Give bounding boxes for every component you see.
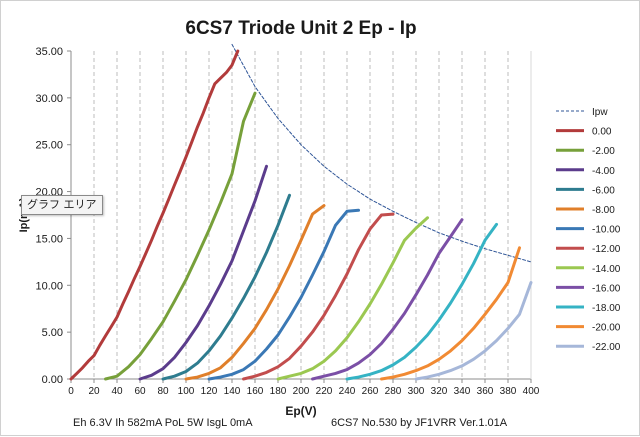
x-tick-label: 280 <box>385 386 402 397</box>
y-tick-label: 5.00 <box>42 327 63 339</box>
y-tick-label: 0.00 <box>42 374 63 386</box>
x-tick-label: 360 <box>477 386 494 397</box>
chart-title: 6CS7 Triode Unit 2 Ep - Ip <box>185 18 416 39</box>
legend-label: -16.00 <box>592 283 621 294</box>
series-line <box>69 49 240 381</box>
legend-label: -20.00 <box>592 323 621 334</box>
legend-label: -12.00 <box>592 244 621 255</box>
x-tick-label: 80 <box>157 386 169 397</box>
legend-label: -10.00 <box>592 225 621 236</box>
x-tick-labels: 0 20 40 60 80 100 120 140 160 180 200 220 240 260 280 3… <box>68 379 540 397</box>
legend-label: -14.00 <box>592 264 621 275</box>
legend-label: -6.00 <box>592 185 615 196</box>
y-tick-label: 10.00 <box>35 280 63 292</box>
x-tick-label: 180 <box>270 386 287 397</box>
x-tick-label: 100 <box>178 386 195 397</box>
legend-label: -8.00 <box>592 205 615 216</box>
x-tick-label: 300 <box>408 386 425 397</box>
footer-heater-info: Eh 6.3V Ih 582mA PoL 5W IsgL 0mA <box>73 417 253 429</box>
y-tick-label: 30.00 <box>35 93 63 105</box>
y-tick-label: 35.00 <box>35 46 63 58</box>
x-tick-label: 380 <box>500 386 517 397</box>
series-lines <box>69 43 533 381</box>
y-tick-label: 25.00 <box>35 140 63 152</box>
x-tick-label: 240 <box>339 386 356 397</box>
series-line <box>311 218 464 381</box>
series-line <box>161 193 291 381</box>
footer-credit: 6CS7 No.530 by JF1VRR Ver.1.01A <box>331 417 508 429</box>
x-tick-label: 400 <box>523 386 540 397</box>
series-line <box>184 204 326 381</box>
x-axis-label: Ep(V) <box>285 404 316 418</box>
x-tick-label: 260 <box>362 386 379 397</box>
x-tick-label: 160 <box>247 386 264 397</box>
x-tick-label: 340 <box>454 386 471 397</box>
x-tick-label: 220 <box>316 386 333 397</box>
series-line <box>380 246 521 381</box>
series-line <box>242 212 395 381</box>
x-tick-label: 0 <box>68 386 74 397</box>
legend-label: -4.00 <box>592 166 615 177</box>
x-tick-label: 200 <box>293 386 310 397</box>
x-tick-label: 140 <box>224 386 241 397</box>
series-line <box>414 281 533 381</box>
legend: Ipw 0.00 -2.00 -4.00 -6.00 -8.00 -10.00 -12.00 -… <box>556 107 621 353</box>
y-tick-label: 15.00 <box>35 233 63 245</box>
series-line <box>207 208 360 381</box>
legend-label: Ipw <box>592 107 608 118</box>
series-line <box>276 216 429 381</box>
series-line <box>138 164 268 381</box>
legend-label: 0.00 <box>592 127 612 138</box>
x-tick-label: 120 <box>201 386 218 397</box>
x-tick-label: 40 <box>111 386 123 397</box>
legend-label: -2.00 <box>592 146 615 157</box>
series-line <box>345 222 498 381</box>
tooltip-chart-area: グラフ エリア <box>21 195 103 215</box>
legend-label: -22.00 <box>592 342 621 353</box>
series-line <box>104 91 257 381</box>
x-tick-label: 60 <box>134 386 146 397</box>
x-tick-label: 20 <box>88 386 100 397</box>
x-tick-label: 320 <box>431 386 448 397</box>
legend-label: -18.00 <box>592 303 621 314</box>
